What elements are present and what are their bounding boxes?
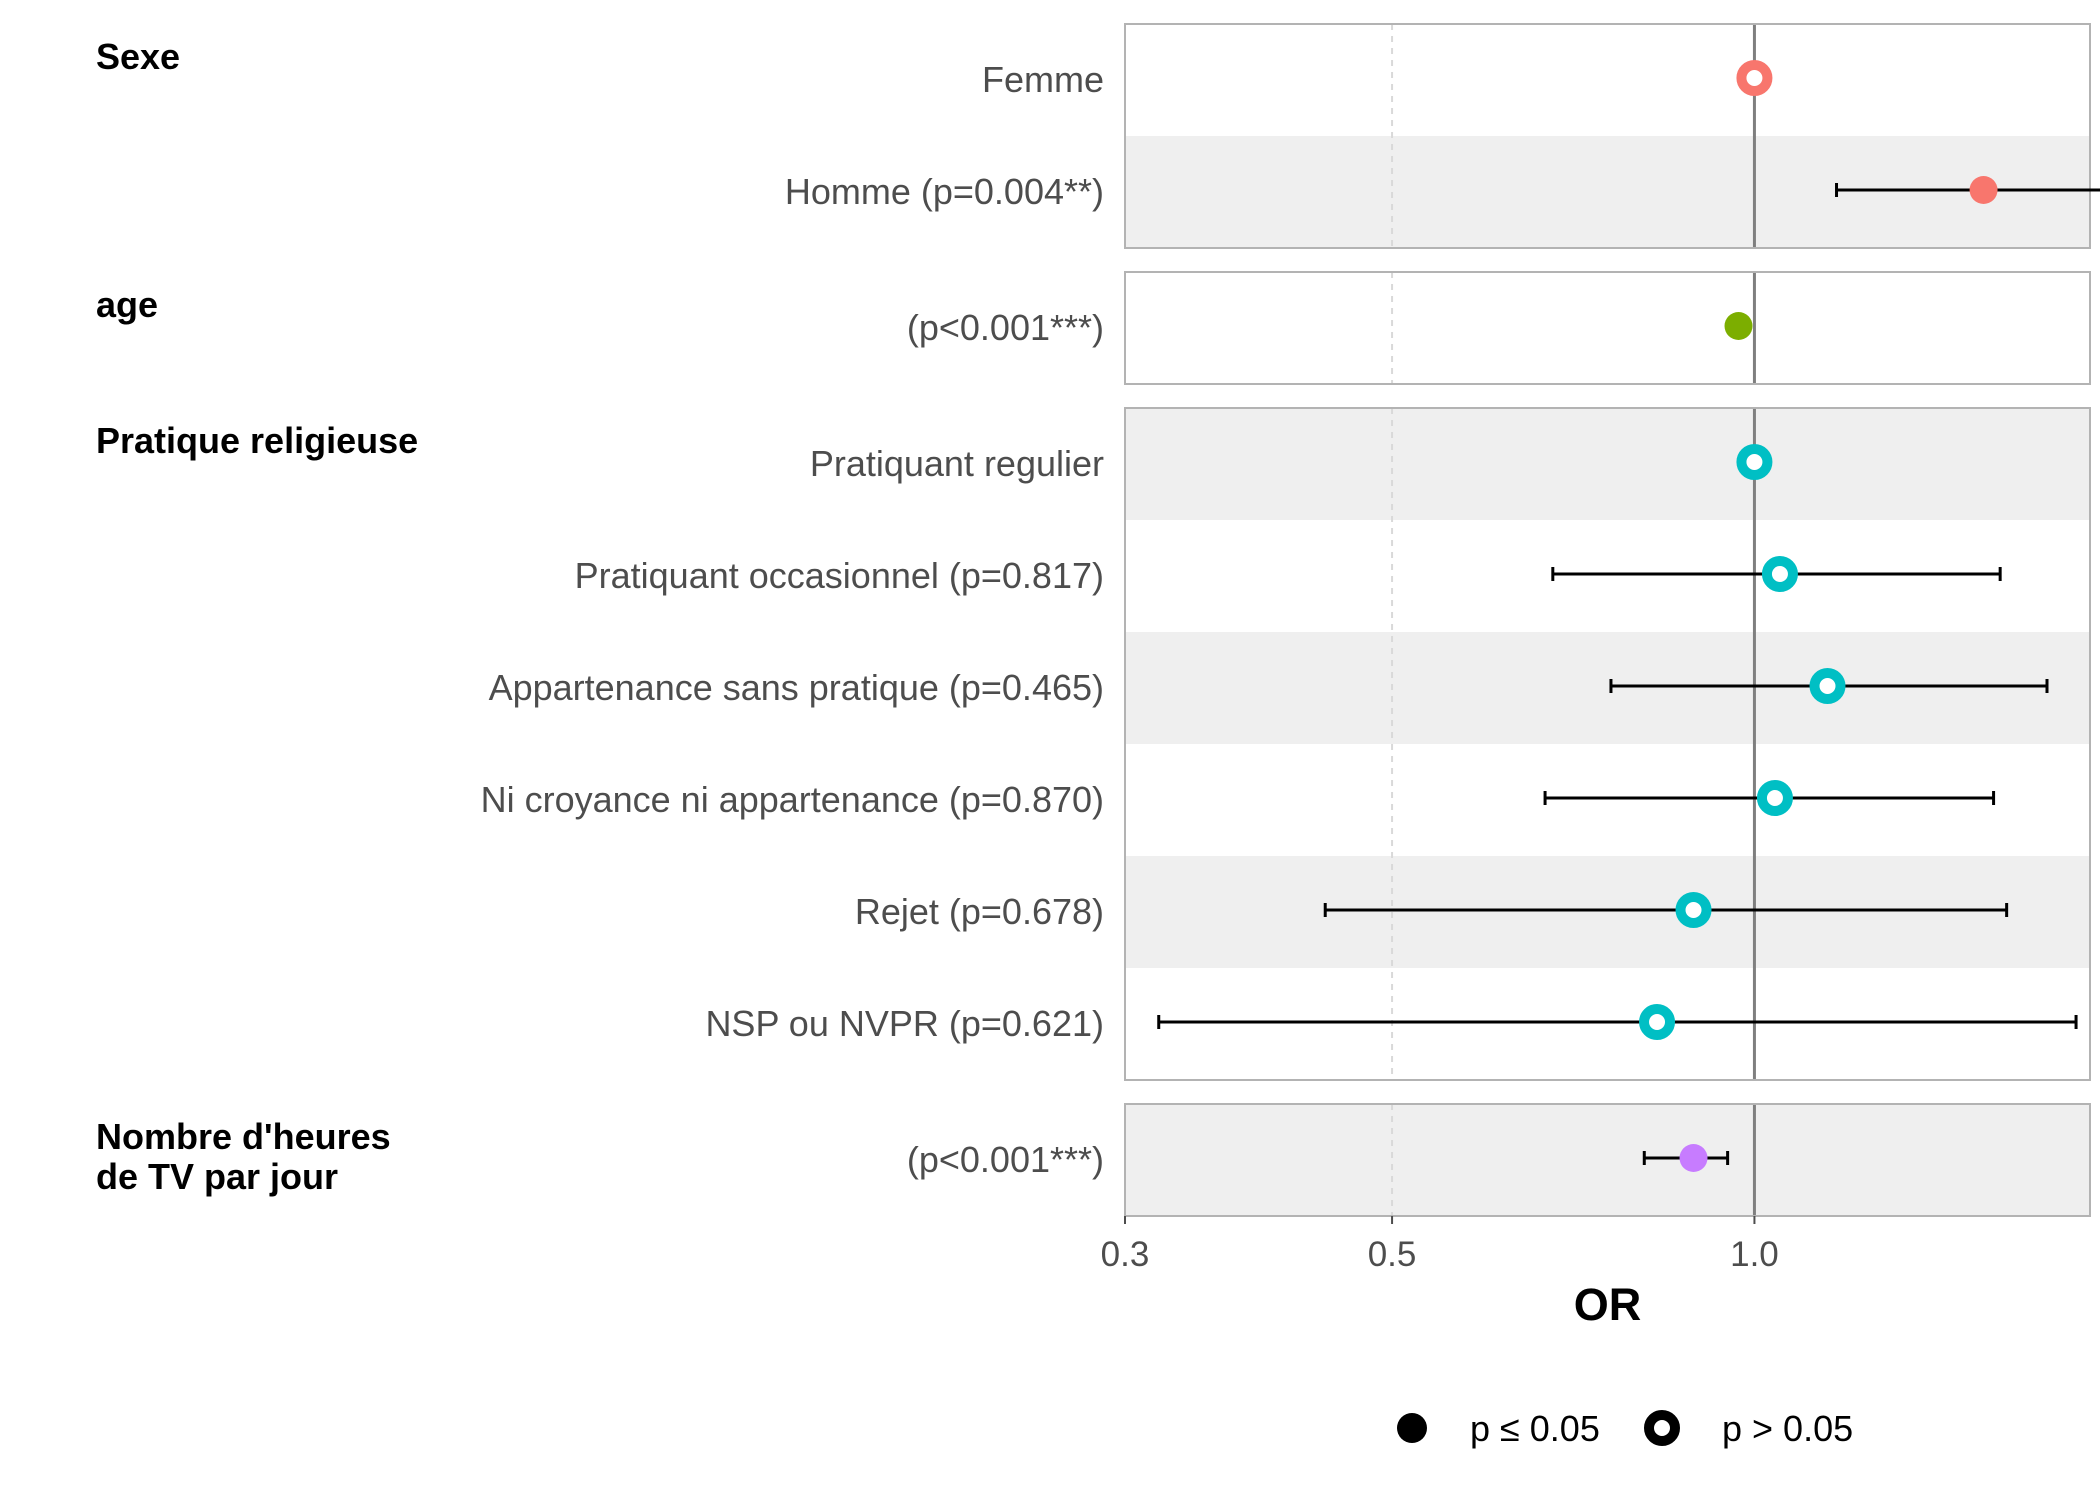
x-tick-label: 0.5 [1368, 1235, 1417, 1274]
estimate-point [1969, 176, 1998, 204]
estimate-point [1736, 60, 1773, 96]
x-tick-label: 0.3 [1101, 1235, 1150, 1274]
term-label: (p<0.001***) [907, 307, 1104, 348]
term-label: (p<0.001***) [907, 1139, 1104, 1180]
legend-key-filled [1397, 1413, 1427, 1443]
group-panel: age (p<0.001***) [96, 271, 2091, 385]
legend-label: p > 0.05 [1722, 1408, 1853, 1449]
row-stripe [1125, 408, 2090, 520]
term-label: NSP ou NVPR (p=0.621) [705, 1003, 1104, 1044]
term-label: Homme (p=0.004**) [785, 171, 1104, 212]
term-label: Ni croyance ni appartenance (p=0.870) [481, 779, 1104, 820]
row-stripe [1125, 1104, 2090, 1216]
estimate-point [1736, 444, 1773, 480]
panel-border [1124, 23, 2091, 249]
group-panel: Pratique religieuse Pratiquant regulier Pr… [96, 407, 2091, 1081]
estimate-point [1639, 1004, 1676, 1040]
x-axis: 0.3 0.5 1.0 [1101, 1216, 1779, 1274]
group-label-line: Pratique religieuse [96, 420, 418, 461]
estimate-point [1756, 780, 1793, 816]
group-label-line: age [96, 284, 158, 325]
group-panel: Sexe Femme Homme (p=0.004**) [96, 23, 2100, 249]
estimate-point [1809, 668, 1846, 704]
estimate-point [1724, 312, 1753, 340]
term-label: Femme [982, 59, 1104, 100]
x-axis-title: OR [1574, 1279, 1642, 1330]
group-label: Pratique religieuse [96, 420, 418, 461]
group-label: Nombre d'heures de TV par jour [96, 1116, 391, 1197]
estimate-point [1679, 1144, 1708, 1172]
group-label: age [96, 284, 158, 325]
panel-border [1124, 407, 2091, 1081]
row-stripe [1125, 856, 2090, 968]
group-panel: Nombre d'heures de TV par jour (p<0.001***… [96, 1103, 2091, 1217]
panel-border [1124, 1103, 2091, 1217]
estimate-point [1761, 556, 1798, 592]
group-label-line: Sexe [96, 36, 180, 77]
row-stripe [1125, 632, 2090, 744]
term-label: Rejet (p=0.678) [855, 891, 1104, 932]
term-label: Pratiquant occasionnel (p=0.817) [575, 555, 1104, 596]
legend-label: p ≤ 0.05 [1470, 1408, 1600, 1449]
group-label-line: de TV par jour [96, 1156, 338, 1197]
estimate-point [1675, 892, 1712, 928]
term-label: Pratiquant regulier [810, 443, 1104, 484]
panel-border [1124, 271, 2091, 385]
group-label: Sexe [96, 36, 180, 77]
legend: p ≤ 0.05 p > 0.05 [1397, 1408, 1853, 1449]
row-stripe [1125, 136, 2090, 248]
term-label: Appartenance sans pratique (p=0.465) [489, 667, 1104, 708]
legend-key-hollow [1644, 1410, 1680, 1446]
group-label-line: Nombre d'heures [96, 1116, 391, 1157]
x-tick-label: 1.0 [1730, 1235, 1779, 1274]
panels-layer: Sexe Femme Homme (p=0.004**) age (p<0.001***… [96, 23, 2100, 1217]
